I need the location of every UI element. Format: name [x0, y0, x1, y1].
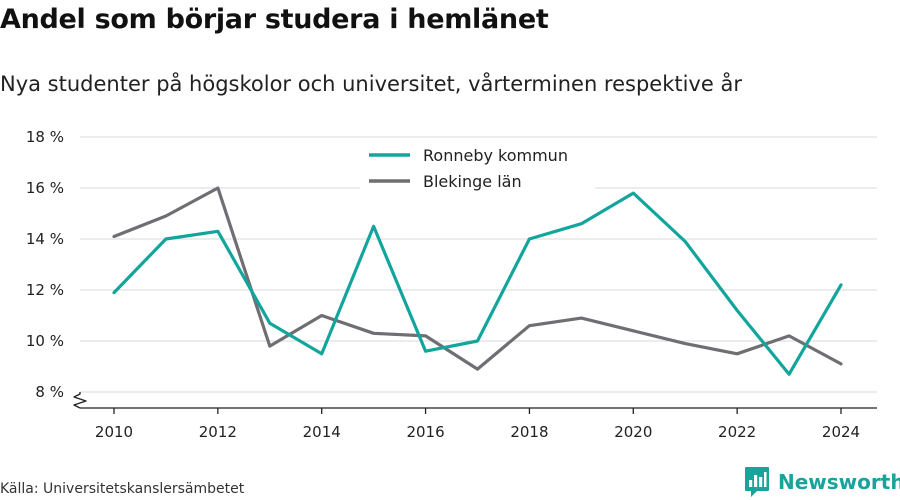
- y-tick-label: 16 %: [26, 179, 64, 197]
- legend-label: Blekinge län: [423, 172, 522, 191]
- x-tick-label: 2024: [822, 423, 860, 441]
- x-tick-label: 2016: [406, 423, 444, 441]
- x-tick-label: 2018: [510, 423, 548, 441]
- x-tick-label: 2014: [303, 423, 341, 441]
- x-axis: 2010 2012 2014 2016 2018 2020 2022 2024: [80, 407, 877, 441]
- series-line-blekinge-län: [112, 186, 843, 371]
- chart-subtitle: Nya studenter på högskolor och universit…: [0, 72, 742, 96]
- legend-label: Ronneby kommun: [423, 146, 568, 165]
- y-tick-label: 14 %: [26, 230, 64, 248]
- x-tick-label: 2020: [614, 423, 652, 441]
- x-tick-label: 2012: [199, 423, 237, 441]
- source-note: Källa: Universitetskanslersämbetet: [0, 481, 245, 497]
- legend-box: [360, 141, 595, 195]
- y-tick-label: 10 %: [26, 332, 64, 350]
- y-tick-label: 12 %: [26, 281, 64, 299]
- y-tick-label: 18 %: [26, 128, 64, 146]
- series-line-ronneby-kommun: [112, 191, 843, 376]
- brand-logo[interactable]: Newsworthy: [744, 466, 900, 498]
- chart-title: Andel som börjar studera i hemlänet: [0, 4, 549, 35]
- y-axis: 8 % 10 % 12 % 14 % 16 % 18 %: [26, 128, 87, 409]
- y-tick-label: 8 %: [35, 383, 64, 401]
- newsworthy-logo-icon: [745, 467, 769, 497]
- gridlines: [80, 136, 877, 393]
- x-tick-label: 2022: [718, 423, 756, 441]
- brand-name: Newsworthy: [778, 470, 900, 494]
- series-lines: [112, 186, 843, 376]
- axis-break-icon: [73, 392, 87, 409]
- legend: Ronneby kommun Blekinge län: [360, 141, 595, 195]
- x-tick-label: 2010: [95, 423, 133, 441]
